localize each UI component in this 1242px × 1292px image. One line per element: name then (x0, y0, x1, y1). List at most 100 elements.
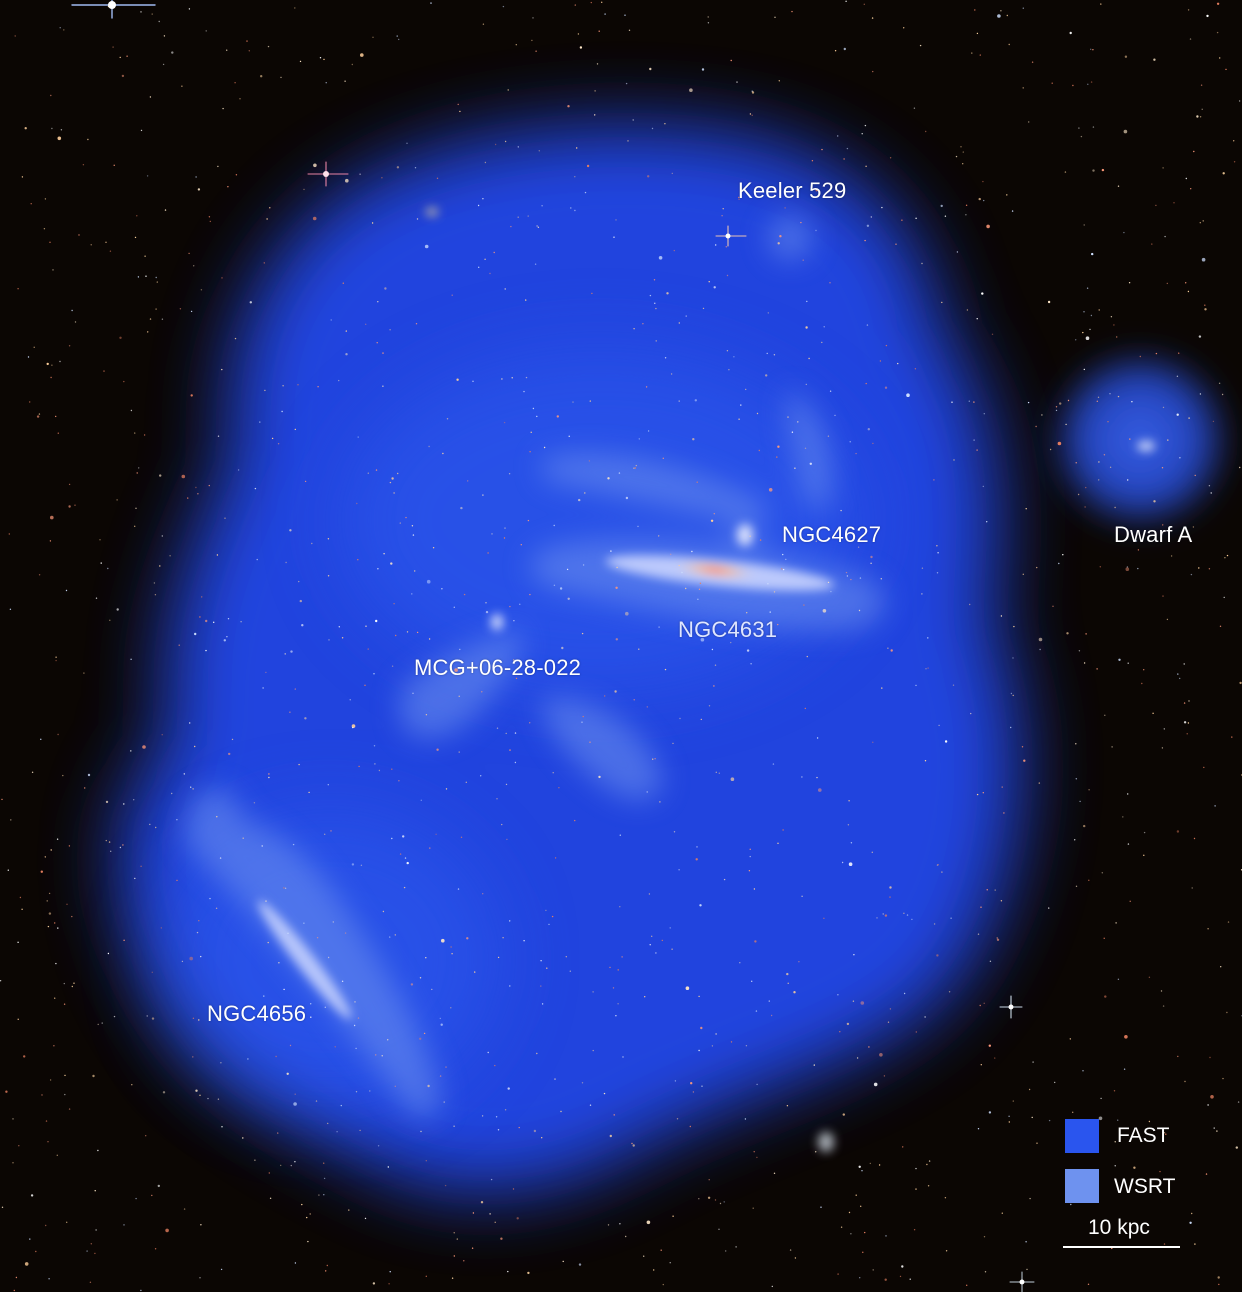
star (879, 1053, 883, 1057)
star (927, 637, 929, 639)
star (950, 917, 952, 919)
star (901, 219, 903, 221)
star (336, 1131, 338, 1133)
star (610, 550, 612, 552)
star (722, 208, 724, 210)
star (698, 995, 700, 998)
star (227, 186, 229, 188)
star (126, 55, 128, 57)
star (859, 1277, 861, 1279)
star (500, 1237, 503, 1240)
star (962, 151, 964, 153)
star (1086, 287, 1089, 289)
star (334, 1046, 336, 1048)
star (48, 892, 51, 895)
star (1185, 177, 1188, 180)
star (451, 1277, 454, 1279)
star (17, 1018, 19, 1020)
star (17, 288, 19, 290)
star (1113, 324, 1115, 326)
star (41, 1094, 43, 1096)
star (1027, 401, 1030, 404)
star (381, 1055, 383, 1057)
star (113, 1015, 116, 1018)
star (344, 932, 347, 934)
star (767, 583, 769, 585)
star (806, 300, 808, 303)
star (294, 1262, 297, 1264)
star (749, 535, 751, 537)
star (1085, 336, 1090, 341)
star (315, 1100, 318, 1102)
star (820, 1206, 822, 1208)
star (1096, 668, 1098, 670)
star (664, 123, 666, 125)
star (685, 315, 687, 317)
star (123, 1224, 125, 1226)
star (406, 142, 408, 144)
star (822, 609, 827, 613)
star (841, 861, 844, 864)
star (188, 252, 190, 255)
star (328, 639, 330, 641)
star (850, 1233, 852, 1235)
star (171, 51, 174, 54)
star (1183, 721, 1187, 724)
star (619, 906, 621, 908)
star (248, 50, 250, 52)
star (723, 878, 726, 881)
star (670, 553, 672, 555)
star (591, 292, 593, 295)
star (1114, 1141, 1116, 1143)
star (871, 851, 873, 853)
star (145, 1135, 147, 1137)
star (221, 368, 223, 371)
star (631, 1142, 633, 1145)
star (199, 1094, 201, 1097)
star (63, 1003, 66, 1005)
star (1047, 300, 1051, 304)
star (323, 1194, 325, 1196)
star (107, 567, 109, 570)
star (235, 174, 238, 176)
star (217, 165, 219, 168)
star (1200, 84, 1203, 86)
star (560, 1110, 562, 1113)
star (707, 1196, 711, 1200)
star (338, 379, 340, 382)
star (1010, 726, 1012, 729)
star (1098, 479, 1100, 481)
star (406, 631, 409, 633)
star (456, 1238, 458, 1240)
star (1078, 127, 1080, 129)
star (325, 82, 327, 84)
star (746, 612, 748, 614)
star (199, 1277, 201, 1279)
star (123, 380, 125, 383)
scale-bar-label: 10 kpc (1088, 1216, 1150, 1239)
star (554, 1078, 556, 1080)
star (756, 1083, 758, 1086)
star (673, 249, 675, 252)
star (928, 1160, 931, 1162)
star (71, 309, 73, 312)
star (889, 886, 892, 889)
star (872, 741, 874, 743)
star (982, 485, 984, 488)
star (78, 234, 80, 236)
star (1084, 506, 1086, 508)
star (635, 464, 637, 467)
star (513, 620, 515, 622)
star (1092, 49, 1094, 51)
star (574, 176, 576, 178)
star (986, 889, 988, 891)
star (109, 250, 112, 252)
star (355, 1091, 358, 1093)
star (1190, 573, 1193, 576)
star (906, 393, 910, 398)
star (1218, 382, 1221, 384)
star (303, 922, 305, 924)
star (738, 196, 740, 199)
star (791, 431, 794, 433)
star (670, 373, 673, 375)
